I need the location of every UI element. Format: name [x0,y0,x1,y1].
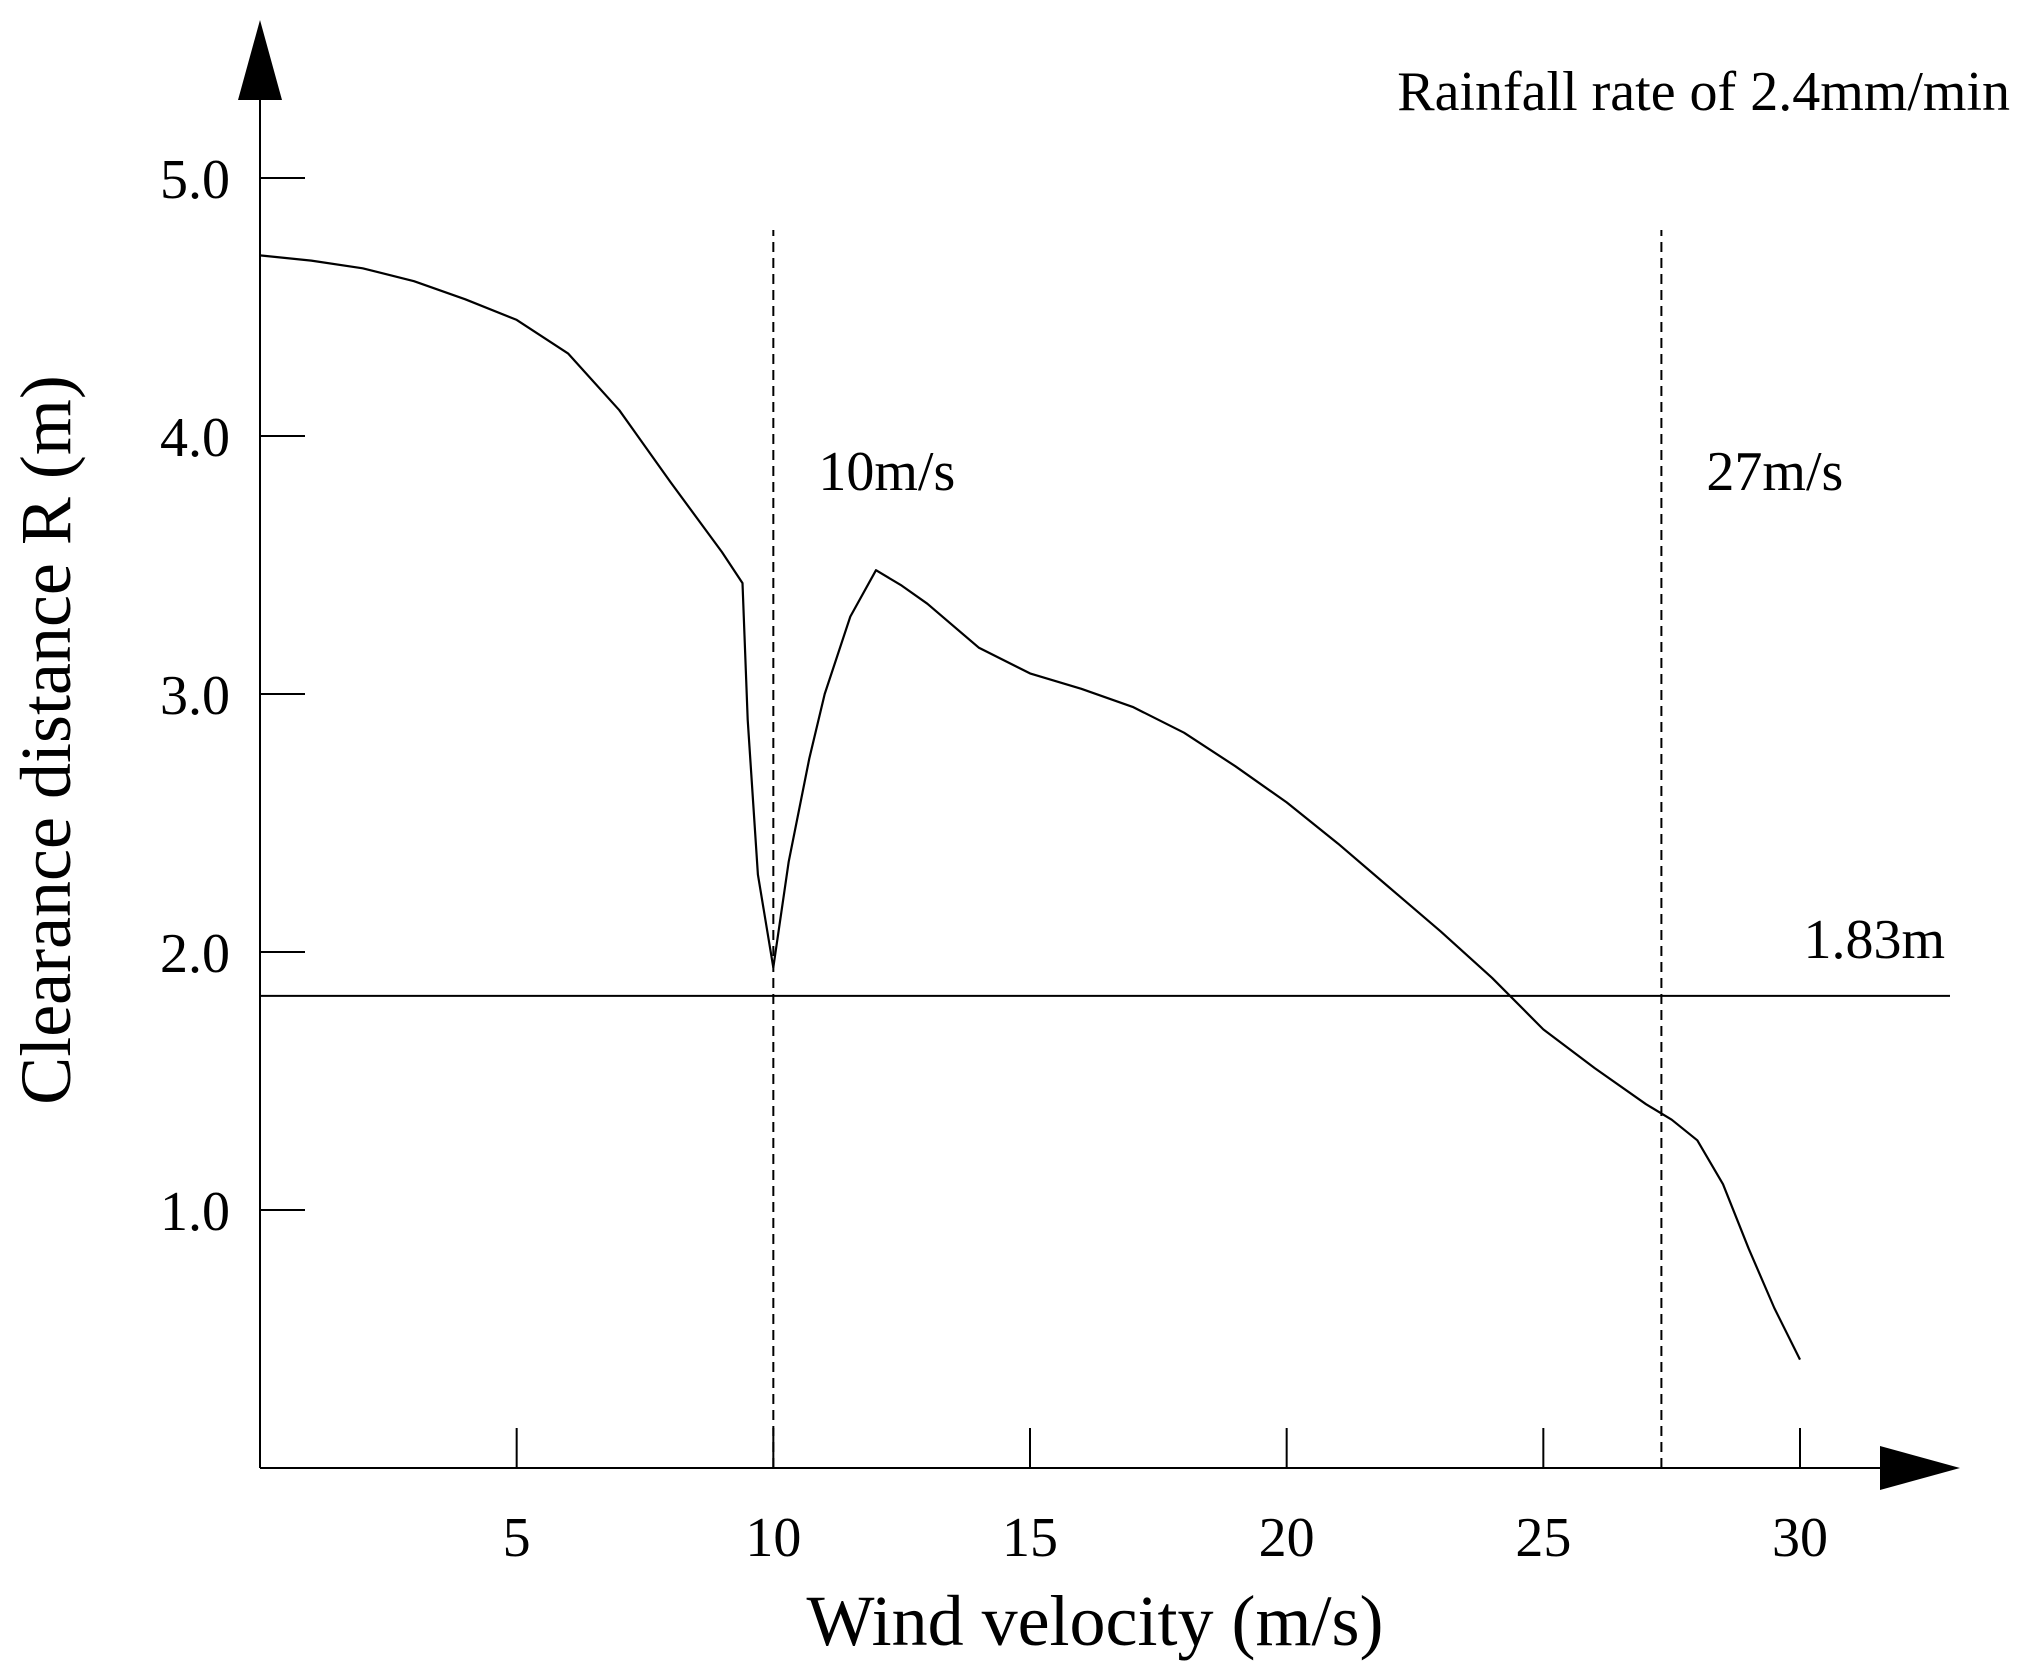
x-tick-label: 5 [503,1507,531,1569]
chart-title: Rainfall rate of 2.4mm/min [1397,61,2010,123]
y-tick-label: 4.0 [160,407,230,469]
series-line-clearance-distance [259,254,1801,1361]
y-axis-arrow-icon [238,20,282,100]
reference-line-label: 10m/s [818,441,955,503]
axes [238,20,1960,1490]
x-axis-arrow-icon [1880,1446,1960,1490]
y-ticks: 1.0 2.0 3.0 4.0 5.0 [160,149,305,1243]
y-tick-label: 1.0 [160,1181,230,1243]
x-tick-label: 15 [1002,1507,1058,1569]
y-tick-label: 2.0 [160,923,230,985]
x-tick-label: 20 [1259,1507,1315,1569]
x-ticks: 5 10 15 20 25 30 [503,1428,1828,1569]
x-tick-label: 10 [745,1507,801,1569]
x-axis-label: Wind velocity (m/s) [807,1581,1384,1661]
y-axis-label: Clearance distance R (m) [6,375,86,1105]
reference-line-label: 27m/s [1706,441,1843,503]
y-tick-label: 3.0 [160,665,230,727]
x-tick-label: 25 [1515,1507,1571,1569]
x-tick-label: 30 [1772,1507,1828,1569]
reference-lines: 1.83m 10m/s 27m/s [260,230,1950,1468]
y-tick-label: 5.0 [160,149,230,211]
reference-line-label: 1.83m [1803,909,1945,971]
